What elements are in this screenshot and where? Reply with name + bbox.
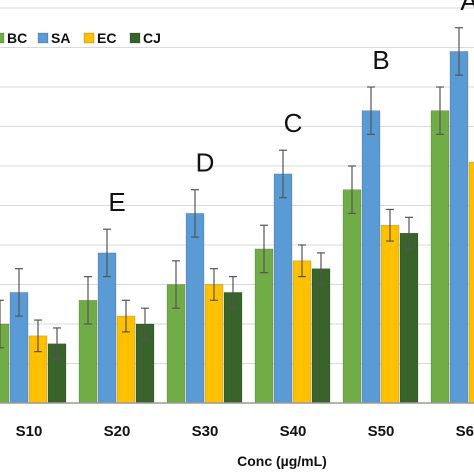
bar-sa-s30	[185, 213, 205, 404]
x-tick-label: S20	[104, 423, 131, 440]
group-letters: E D C B A	[108, 0, 474, 217]
x-tick-labels: S10 S20 S30 S40 S50 S60	[16, 423, 474, 440]
group-letter-a: A	[460, 0, 474, 16]
legend-label-bc: BC	[7, 30, 27, 46]
legend: BC SA EC CJ	[0, 30, 161, 46]
x-tick-label: S60	[456, 423, 474, 440]
bar-sa-s40	[273, 173, 293, 404]
legend-swatch-cj	[129, 32, 141, 44]
bar-ec-s50	[380, 224, 400, 404]
bar-cj-s30	[223, 292, 243, 404]
legend-label-sa: SA	[51, 30, 70, 46]
x-tick-label: S30	[192, 423, 219, 440]
bar-bc-s50	[342, 189, 362, 404]
group-letter-e: E	[108, 187, 125, 217]
group-letter-d: D	[196, 148, 215, 178]
legend-label-ec: EC	[97, 30, 116, 46]
bar-bc-s10	[0, 323, 10, 404]
bar-cj-s40	[311, 268, 331, 404]
x-tick-label: S50	[368, 423, 395, 440]
bar-bc-s60	[430, 110, 450, 404]
group-letter-b: B	[372, 45, 389, 75]
bar-ec-s60	[468, 161, 474, 404]
legend-swatch-bc	[0, 32, 5, 44]
legend-swatch-ec	[83, 32, 95, 44]
x-tick-label: S40	[280, 423, 307, 440]
legend-label-cj: CJ	[143, 30, 161, 46]
error-bars	[0, 27, 463, 361]
group-letter-c: C	[284, 108, 303, 138]
bar-ec-s30	[204, 284, 224, 404]
bars	[0, 51, 474, 404]
bar-cj-s50	[399, 232, 419, 404]
legend-swatch-sa	[37, 32, 49, 44]
bar-sa-s50	[361, 110, 381, 404]
bar-sa-s60	[449, 51, 469, 404]
bar-ec-s40	[292, 260, 312, 404]
x-tick-label: S10	[16, 423, 43, 440]
x-axis-title: Conc (µg/mL)	[237, 453, 327, 469]
